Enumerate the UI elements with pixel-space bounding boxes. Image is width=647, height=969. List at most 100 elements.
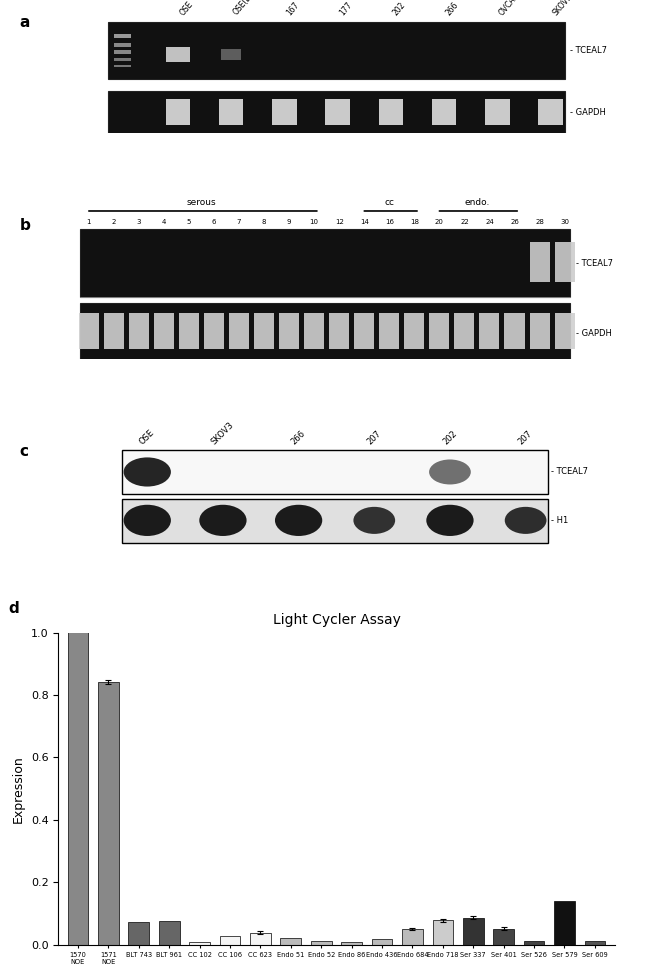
FancyBboxPatch shape [129, 313, 149, 350]
Text: 18: 18 [410, 219, 419, 225]
FancyBboxPatch shape [479, 313, 499, 350]
FancyBboxPatch shape [254, 313, 274, 350]
Text: OSE: OSE [138, 427, 157, 446]
FancyBboxPatch shape [554, 313, 575, 350]
Text: 266: 266 [444, 0, 461, 16]
Text: SKOV3: SKOV3 [210, 420, 236, 446]
FancyBboxPatch shape [122, 451, 548, 494]
FancyBboxPatch shape [166, 47, 190, 62]
Bar [129, 922, 149, 945]
Text: 30: 30 [560, 219, 569, 225]
FancyBboxPatch shape [432, 99, 456, 125]
Text: 14: 14 [360, 219, 369, 225]
FancyBboxPatch shape [114, 65, 131, 68]
Bar [493, 928, 514, 945]
Text: 10: 10 [310, 219, 319, 225]
Text: cc: cc [384, 199, 394, 207]
FancyBboxPatch shape [329, 313, 349, 350]
Text: 24: 24 [485, 219, 494, 225]
FancyBboxPatch shape [554, 242, 575, 282]
FancyBboxPatch shape [229, 313, 249, 350]
FancyBboxPatch shape [378, 99, 403, 125]
Ellipse shape [426, 505, 474, 536]
FancyBboxPatch shape [114, 43, 131, 47]
FancyBboxPatch shape [204, 313, 224, 350]
FancyBboxPatch shape [154, 313, 174, 350]
Text: OVCAR5: OVCAR5 [498, 0, 525, 16]
Text: 266: 266 [290, 428, 307, 446]
Text: 9: 9 [287, 219, 291, 225]
Text: 167: 167 [285, 0, 301, 16]
Text: 20: 20 [435, 219, 444, 225]
Text: 1: 1 [87, 219, 91, 225]
FancyBboxPatch shape [272, 99, 296, 125]
FancyBboxPatch shape [104, 313, 124, 350]
Bar [98, 682, 119, 945]
FancyBboxPatch shape [80, 230, 570, 297]
FancyBboxPatch shape [529, 313, 549, 350]
FancyBboxPatch shape [430, 313, 450, 350]
FancyBboxPatch shape [454, 313, 474, 350]
Text: d: d [8, 602, 19, 616]
Text: 22: 22 [460, 219, 469, 225]
Text: 2: 2 [112, 219, 116, 225]
Bar [281, 938, 301, 945]
Text: a: a [19, 15, 30, 29]
FancyBboxPatch shape [114, 34, 131, 39]
Text: serous: serous [187, 199, 216, 207]
Bar [433, 921, 453, 945]
Bar [372, 939, 392, 945]
Bar [402, 929, 422, 945]
Text: endo.: endo. [465, 199, 490, 207]
FancyBboxPatch shape [108, 91, 565, 134]
Bar [190, 942, 210, 945]
Text: b: b [19, 218, 30, 234]
Title: Light Cycler Assay: Light Cycler Assay [272, 613, 400, 627]
FancyBboxPatch shape [114, 50, 131, 54]
FancyBboxPatch shape [404, 313, 424, 350]
Text: 207: 207 [366, 428, 383, 446]
Text: 26: 26 [510, 219, 519, 225]
Text: - TCEAL7: - TCEAL7 [551, 467, 587, 477]
Text: 28: 28 [535, 219, 544, 225]
Text: - TCEAL7: - TCEAL7 [570, 47, 607, 55]
Ellipse shape [275, 505, 322, 536]
Text: - GAPDH: - GAPDH [570, 109, 606, 117]
Ellipse shape [429, 459, 471, 484]
FancyBboxPatch shape [114, 58, 131, 61]
FancyBboxPatch shape [538, 99, 563, 125]
Text: 202: 202 [441, 428, 459, 446]
FancyBboxPatch shape [179, 313, 199, 350]
Bar [159, 921, 180, 945]
Ellipse shape [124, 457, 171, 486]
Y-axis label: Expression: Expression [12, 755, 25, 823]
Text: 8: 8 [262, 219, 267, 225]
FancyBboxPatch shape [80, 302, 570, 359]
Text: OSE(B): OSE(B) [231, 0, 255, 16]
Bar [463, 918, 483, 945]
Text: 5: 5 [187, 219, 191, 225]
Bar [584, 941, 605, 945]
Text: - TCEAL7: - TCEAL7 [576, 259, 613, 267]
Text: c: c [19, 444, 28, 459]
Text: - H1: - H1 [551, 516, 568, 525]
Text: 16: 16 [385, 219, 394, 225]
Text: OSE: OSE [178, 0, 195, 16]
FancyBboxPatch shape [108, 21, 565, 78]
Bar [523, 941, 544, 945]
FancyBboxPatch shape [166, 99, 190, 125]
Bar [311, 941, 331, 945]
Bar [342, 942, 362, 945]
Ellipse shape [124, 505, 171, 536]
Text: - GAPDH: - GAPDH [576, 329, 611, 338]
FancyBboxPatch shape [79, 313, 99, 350]
FancyBboxPatch shape [485, 99, 510, 125]
Bar [220, 936, 240, 945]
FancyBboxPatch shape [219, 99, 243, 125]
Text: 3: 3 [137, 219, 141, 225]
FancyBboxPatch shape [122, 499, 548, 543]
Text: 12: 12 [334, 219, 344, 225]
Ellipse shape [199, 505, 247, 536]
FancyBboxPatch shape [379, 313, 399, 350]
Bar [68, 619, 89, 945]
